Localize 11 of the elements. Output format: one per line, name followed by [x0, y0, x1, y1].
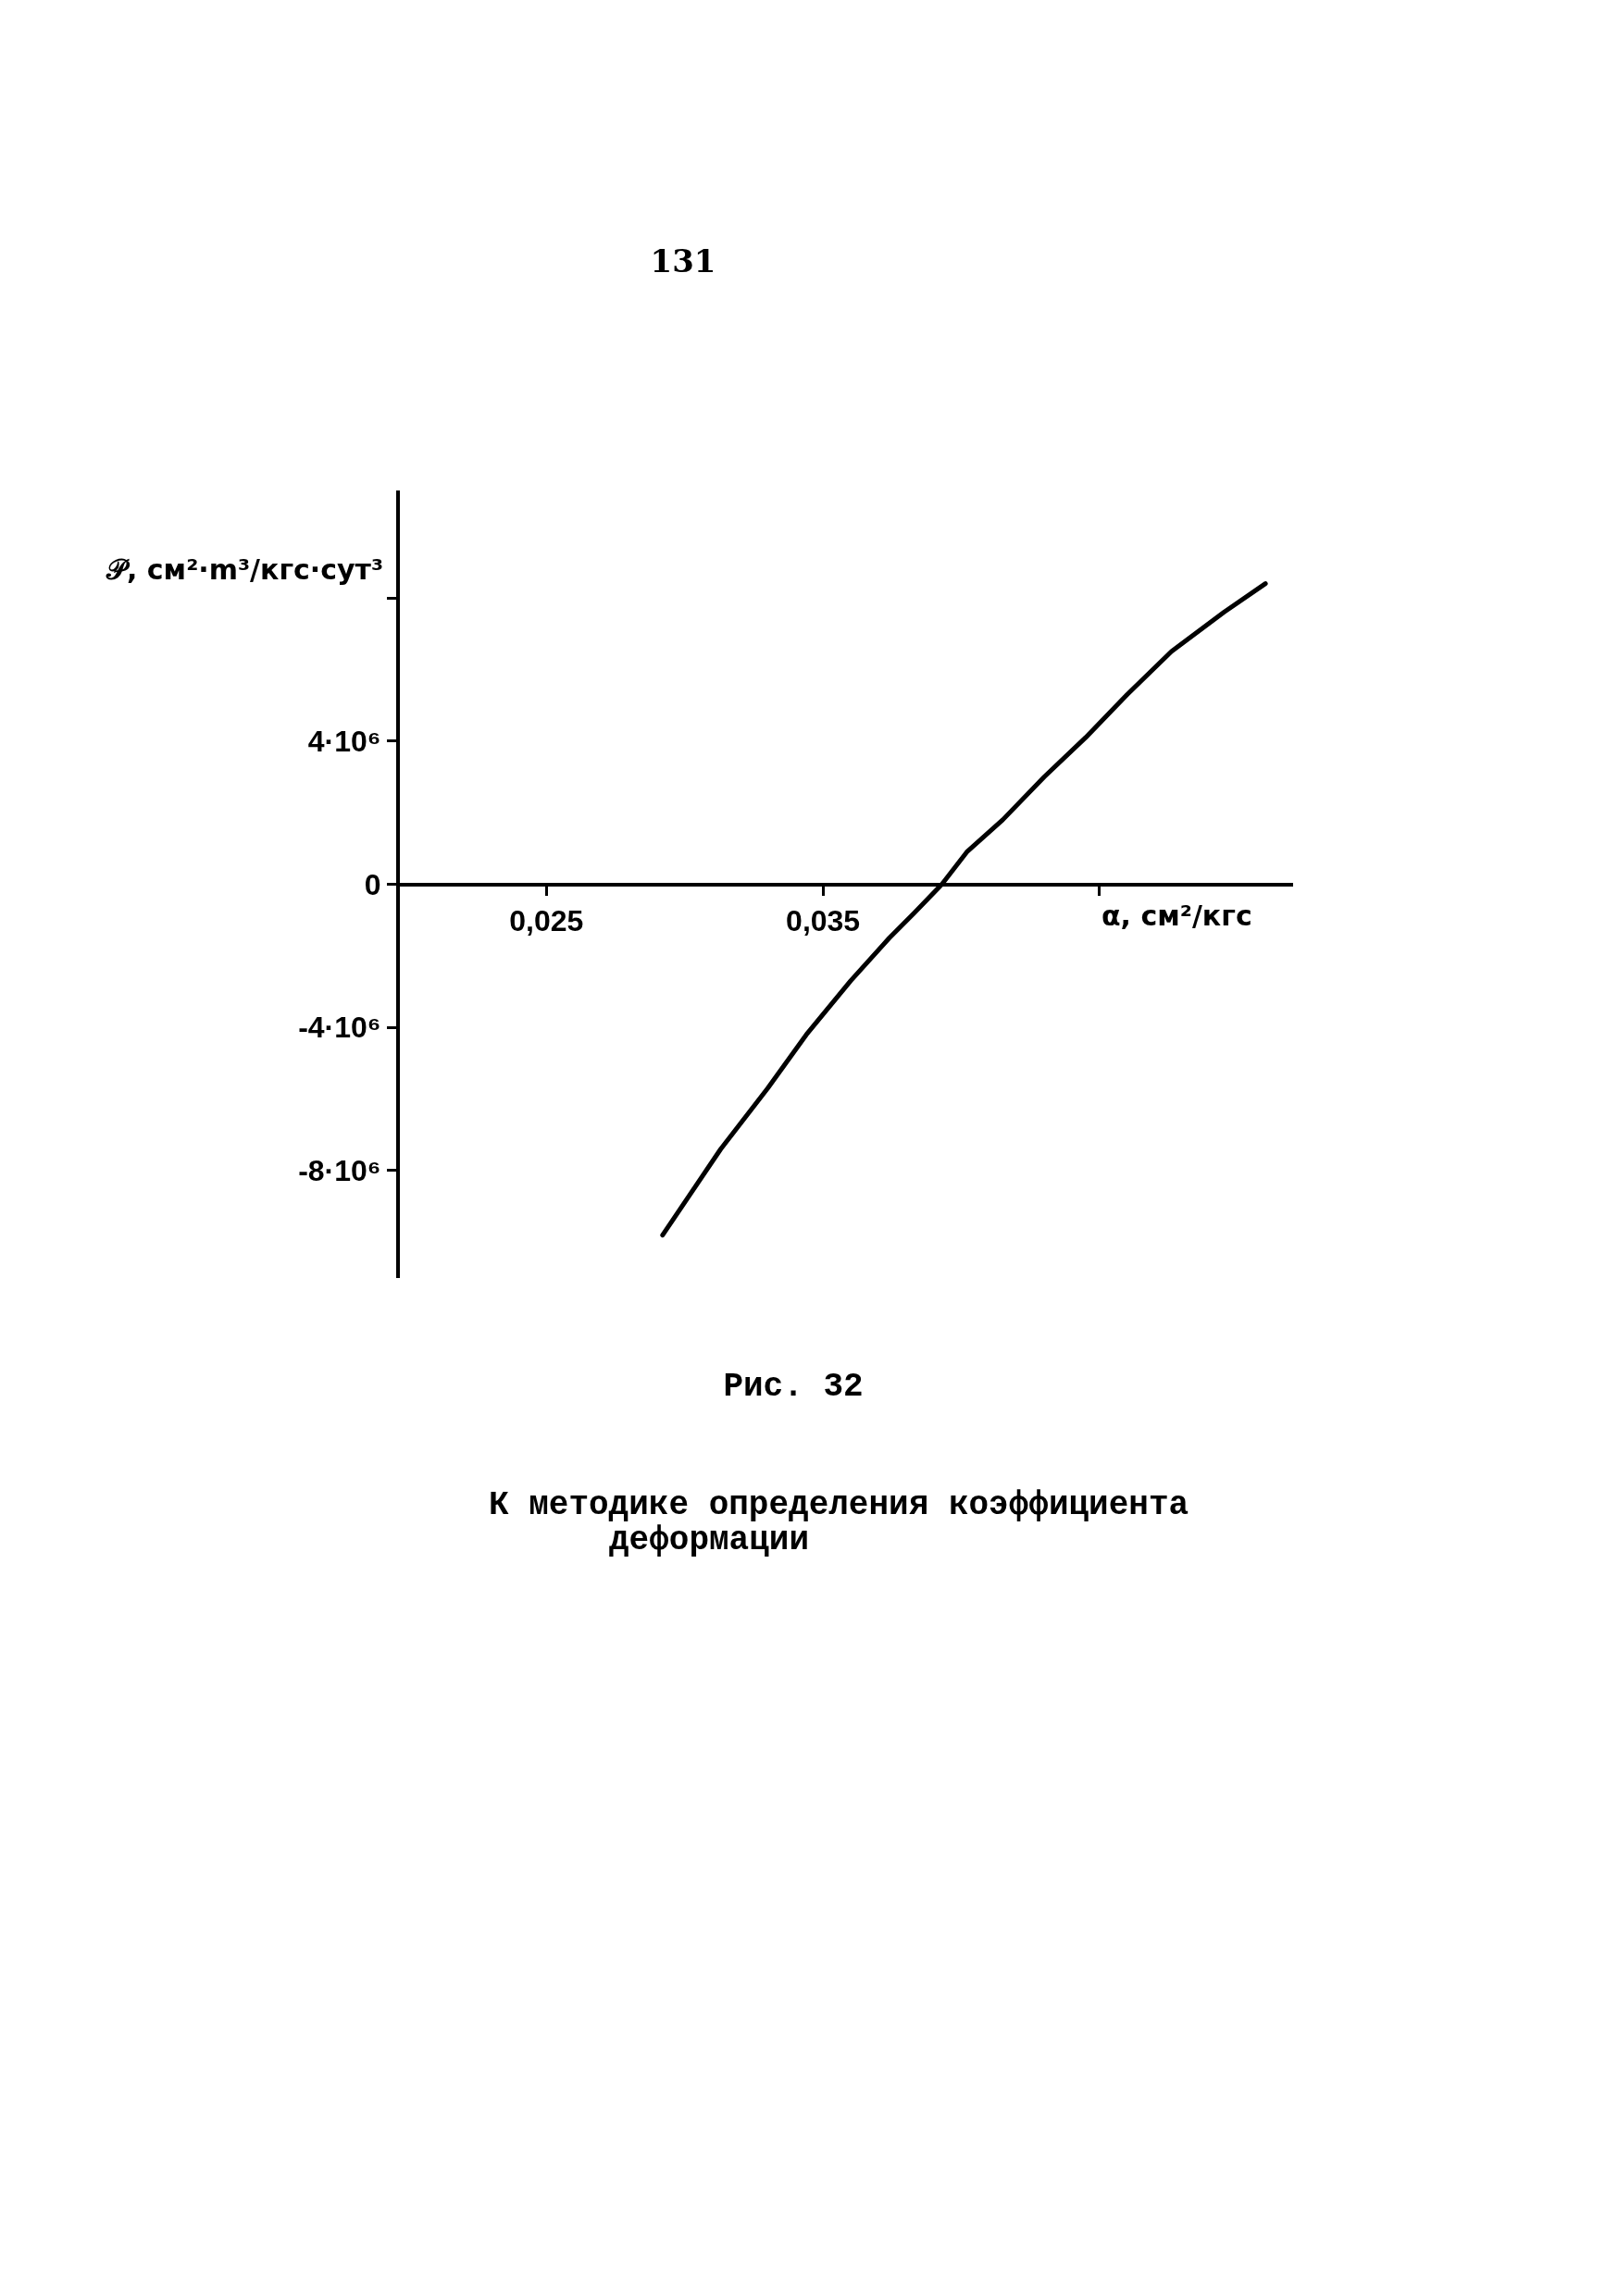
- x-tick-label: 0,035: [786, 903, 861, 937]
- text: Рис. 32: [723, 1368, 864, 1406]
- text: К методике определения коэффициента деформации: [489, 1486, 1190, 1559]
- text: 131: [650, 242, 716, 279]
- y-tick-label: -8·10⁶: [298, 1154, 381, 1188]
- y-tick-label: 4·10⁶: [307, 724, 381, 758]
- y-axis-title: 𝒫, см²·m³/кгс·сут³: [106, 553, 384, 586]
- y-tick-label: -4·10⁶: [298, 1011, 381, 1045]
- y-tick-label: 0: [364, 867, 381, 901]
- x-axis-title: α, см²/кгс: [1101, 900, 1252, 932]
- x-tick-label: 0,025: [509, 903, 584, 937]
